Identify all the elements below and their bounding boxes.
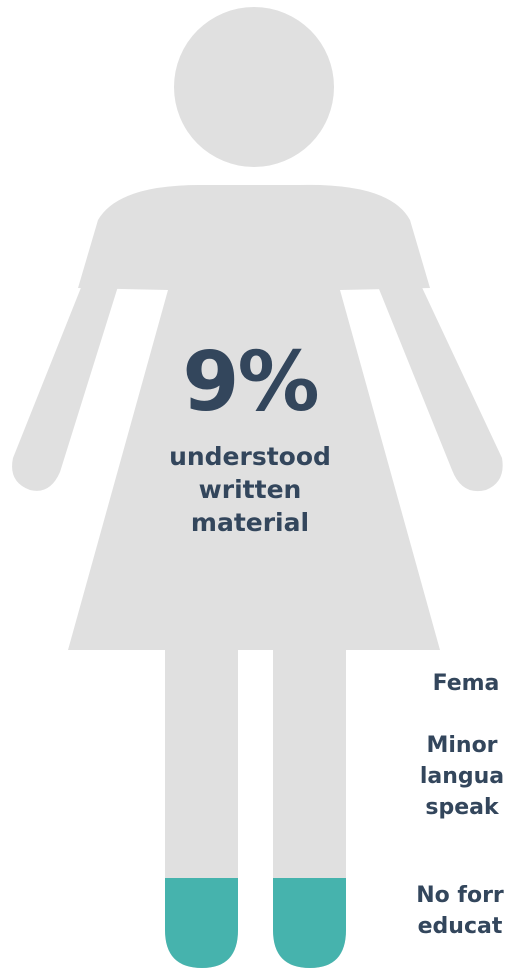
right-arm-shape — [356, 232, 503, 492]
stat-value: 9% — [182, 335, 319, 430]
legend-line: educat — [417, 914, 503, 939]
dress-shape — [68, 184, 440, 650]
head-shape — [174, 7, 334, 167]
legend-item-female: Fema — [386, 668, 506, 699]
stat-caption-line: written — [198, 475, 302, 504]
stat-caption-line: material — [190, 508, 310, 537]
left-foot-highlight — [165, 878, 238, 968]
left-arm-shape — [12, 232, 135, 491]
legend-line: speak — [425, 795, 499, 820]
stat-caption: understood written material — [120, 440, 380, 539]
legend-line: Fema — [432, 671, 500, 696]
right-foot-highlight — [273, 878, 346, 968]
legend-line: No forr — [416, 883, 504, 908]
stat-caption-line: understood — [169, 442, 331, 471]
legend-item-no-formal-education: No forr educat — [380, 880, 506, 942]
legend-item-minority-language: Minor langua speak — [382, 730, 506, 823]
legend-line: Minor — [426, 733, 498, 758]
legend-line: langua — [419, 764, 505, 789]
